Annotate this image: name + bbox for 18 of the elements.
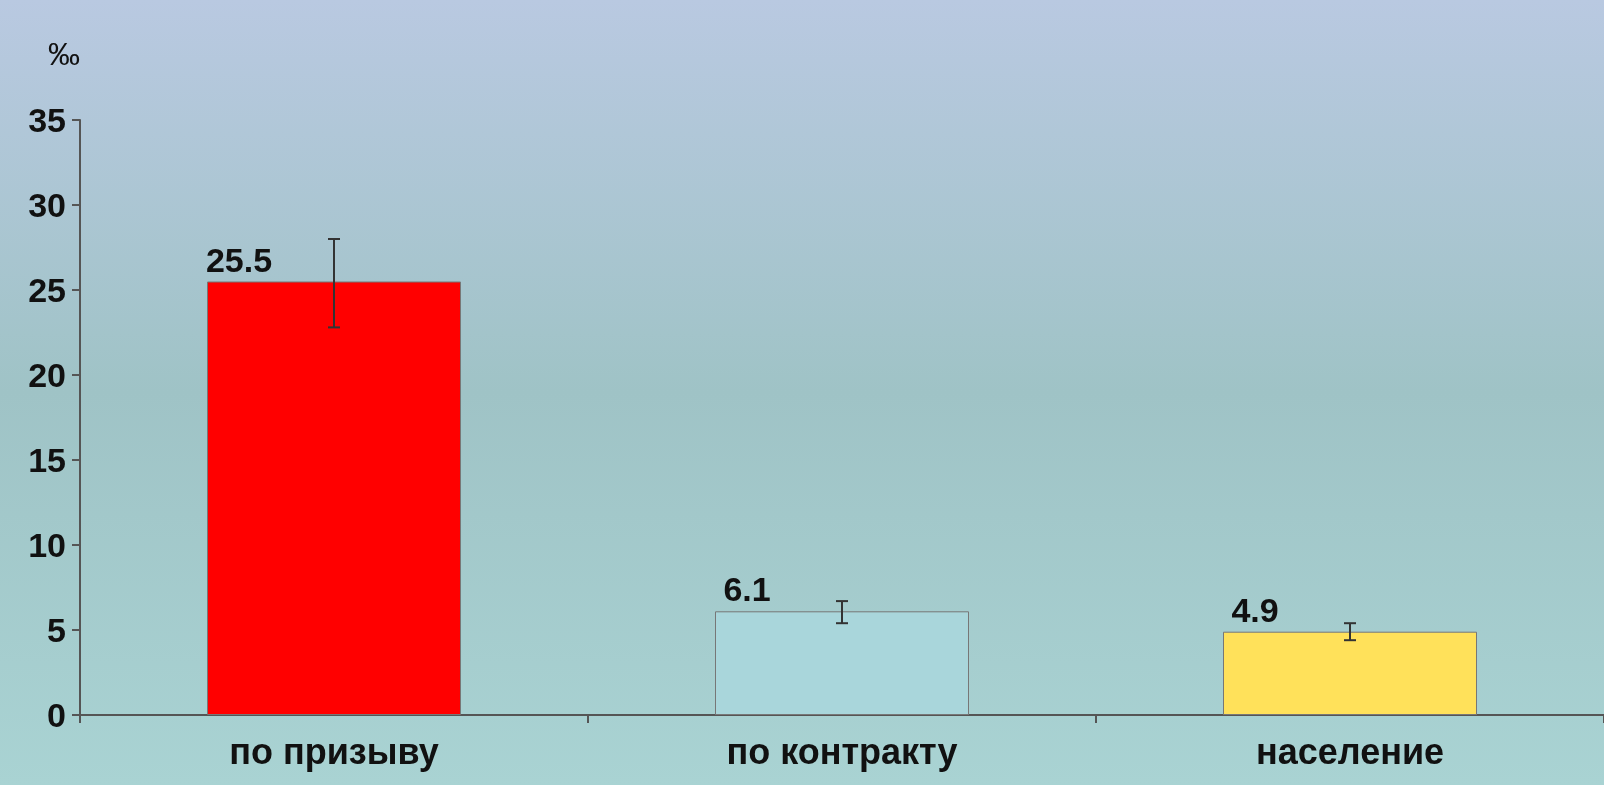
y-tick-label: 10	[28, 526, 66, 564]
y-tick-label: 0	[47, 696, 66, 734]
y-tick-label: 20	[28, 356, 66, 394]
data-label: 25.5	[205, 240, 273, 279]
bar	[207, 281, 461, 715]
x-tick-label: население	[1255, 730, 1445, 772]
data-label: 6.1	[723, 570, 771, 609]
y-tick-label: 30	[28, 186, 66, 224]
y-tick-label: 5	[47, 611, 66, 649]
x-tick-label: по контракту	[726, 730, 958, 772]
y-tick-label: 25	[28, 271, 66, 309]
y-tick-label: 35	[28, 101, 66, 139]
y-axis-title: ‰	[48, 36, 80, 72]
bar	[1223, 631, 1477, 715]
bar	[715, 611, 969, 715]
x-tick-label: по призыву	[229, 730, 439, 772]
y-tick-label: 15	[28, 441, 66, 479]
data-label: 4.9	[1231, 590, 1279, 629]
